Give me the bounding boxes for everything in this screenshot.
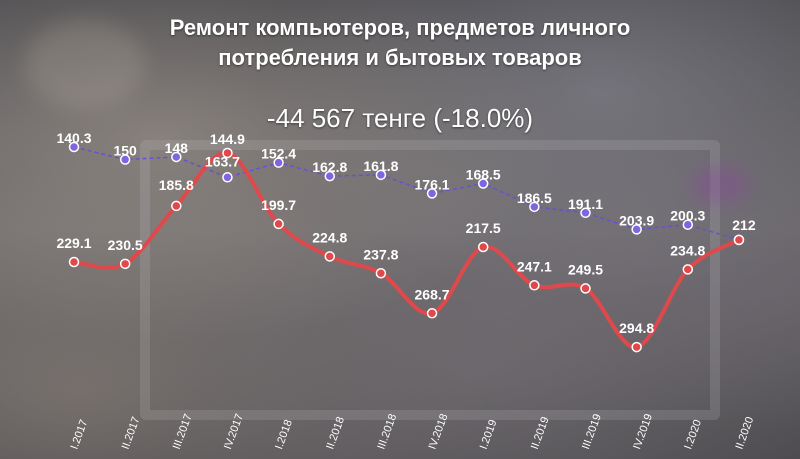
x-tick-label-I.2020: I.2020 [682, 418, 704, 451]
point-blue-III.2019 [580, 207, 591, 219]
point-red-IV.2018 [426, 308, 438, 319]
point-red-III.2019 [580, 283, 591, 294]
background-blob [25, 20, 145, 110]
point-red-II.2019 [529, 280, 540, 291]
data-label-red-IV.2017: 144.9 [210, 131, 245, 147]
point-red-IV.2017 [222, 147, 233, 159]
point-blue-III.2018 [375, 169, 387, 181]
data-label-red-II.2017: 230.5 [108, 237, 143, 253]
x-tick-label-I.2018: I.2018 [273, 418, 295, 451]
data-label-blue-I.2017: 140.3 [56, 130, 91, 146]
data-label-blue-II.2019: 186.5 [517, 190, 552, 206]
data-label-red-III.2018: 237.8 [363, 246, 398, 262]
data-label-blue-III.2019: 191.1 [568, 196, 603, 212]
point-blue-I.2020 [682, 219, 694, 230]
data-label-blue-I.2019: 168.5 [466, 167, 501, 183]
data-label-red-I.2017: 229.1 [56, 235, 91, 251]
background-blob [690, 165, 750, 205]
data-label-blue-I.2018: 152.4 [261, 146, 296, 162]
data-label-red-II.2019: 247.1 [517, 258, 552, 274]
data-label-blue-II.2017: 150 [113, 143, 137, 159]
x-tick-label-II.2018: II.2018 [324, 415, 347, 451]
point-red-III.2017 [171, 200, 182, 212]
x-tick-label-II.2019: II.2019 [529, 415, 552, 451]
data-label-blue-I.2020: 200.3 [670, 208, 705, 224]
point-blue-I.2017 [68, 141, 80, 153]
point-red-III.2018 [375, 268, 387, 279]
point-red-II.2018 [324, 251, 335, 262]
point-red-I.2019 [477, 241, 489, 253]
point-blue-II.2018 [324, 170, 335, 182]
point-blue-II.2017 [119, 154, 131, 165]
data-label-red-IV.2019: 294.8 [619, 320, 654, 336]
point-red-I.2017 [68, 256, 80, 268]
point-red-I.2018 [273, 218, 284, 230]
point-blue-IV.2019 [631, 224, 642, 235]
data-label-red-I.2020: 234.8 [670, 242, 705, 258]
chart-subtitle: -44 567 тенге (-18.0%) [266, 103, 534, 133]
point-red-II.2017 [119, 258, 131, 270]
data-label-blue-IV.2018: 176.1 [415, 176, 450, 192]
point-blue-IV.2018 [426, 188, 438, 199]
background-frame [140, 140, 720, 420]
x-tick-label-IV.2018: IV.2018 [427, 412, 451, 451]
data-label-blue-IV.2019: 203.9 [619, 212, 654, 228]
point-red-IV.2019 [631, 341, 642, 353]
data-label-blue-II.2018: 162.8 [312, 159, 347, 175]
x-tick-label-I.2019: I.2019 [478, 418, 500, 451]
data-label-red-II.2018: 224.8 [312, 229, 347, 245]
point-blue-IV.2017 [222, 172, 233, 183]
x-tick-label-III.2018: III.2018 [375, 412, 399, 451]
x-tick-label-I.2017: I.2017 [69, 418, 91, 451]
data-label-blue-III.2017: 148 [165, 140, 189, 156]
data-label-blue-II.2020: 212 [732, 217, 756, 233]
x-tick-label-IV.2019: IV.2019 [631, 412, 655, 451]
data-label-red-I.2018: 199.7 [261, 197, 296, 213]
x-tick-label-III.2019: III.2019 [580, 412, 604, 451]
point-blue-II.2019 [529, 201, 540, 213]
data-label-red-III.2019: 249.5 [568, 261, 603, 277]
series-line-blue [73, 146, 740, 241]
chart-title-line-1: Ремонт компьютеров, предметов личного [169, 15, 631, 40]
point-blue-I.2019 [477, 178, 489, 189]
x-tick-label-II.2017: II.2017 [120, 415, 143, 451]
data-label-blue-IV.2017: 163.7 [205, 153, 240, 169]
data-label-red-I.2019: 217.5 [466, 220, 501, 236]
x-tick-label-II.2020: II.2020 [733, 415, 756, 451]
point-blue-III.2017 [171, 151, 182, 163]
point-red-I.2020 [682, 264, 694, 275]
data-label-blue-III.2018: 161.8 [363, 158, 398, 174]
x-tick-label-IV.2017: IV.2017 [222, 412, 246, 451]
point-blue-I.2018 [273, 157, 284, 168]
data-label-red-III.2017: 185.8 [159, 177, 194, 193]
x-tick-label-III.2017: III.2017 [171, 412, 195, 451]
chart-title: Ремонт компьютеров, предметов личного по… [0, 13, 800, 73]
point-red-II.2020 [733, 234, 745, 246]
chart-title-line-2: потребления и бытовых товаров [218, 45, 582, 70]
data-label-red-IV.2018: 268.7 [415, 286, 450, 302]
